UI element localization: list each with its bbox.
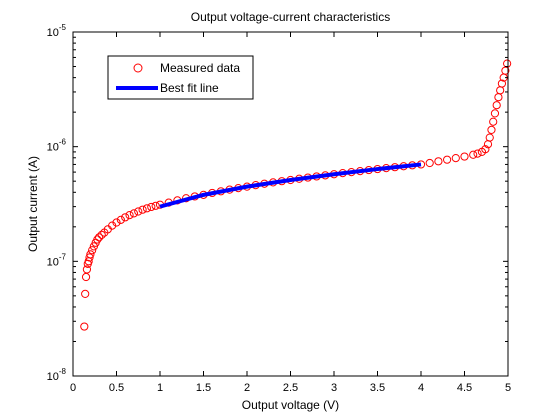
y-axis-label: Output current (A) xyxy=(26,156,40,252)
y-tick-label: 10-7 xyxy=(47,252,67,268)
data-point xyxy=(121,213,130,222)
x-tick-label: 4.5 xyxy=(457,382,472,394)
series-line-best-fit-line xyxy=(159,162,422,209)
data-point xyxy=(443,155,452,164)
data-point xyxy=(151,201,160,210)
data-point xyxy=(497,79,507,88)
x-tick-label: 4 xyxy=(418,382,424,394)
x-tick-label: 0 xyxy=(70,382,76,394)
data-point xyxy=(95,233,104,242)
data-point xyxy=(469,150,478,159)
y-tick-label: 10-6 xyxy=(47,138,67,154)
data-point xyxy=(134,207,143,216)
data-point xyxy=(492,101,501,110)
x-tick-label: 1 xyxy=(157,382,163,394)
legend: Measured data Best fit line xyxy=(107,55,254,100)
data-point xyxy=(142,204,152,213)
data-point xyxy=(489,117,498,126)
series-layer xyxy=(80,59,512,331)
x-tick-label: 1.5 xyxy=(196,382,211,394)
x-axis-label: Output voltage (V) xyxy=(242,398,339,412)
data-point xyxy=(80,322,89,331)
data-point xyxy=(460,152,469,161)
data-point xyxy=(97,230,106,240)
x-tick-label: 2 xyxy=(244,382,250,394)
data-point xyxy=(425,158,434,168)
x-tick-label: 2.5 xyxy=(283,382,298,394)
data-point xyxy=(147,202,156,212)
data-point xyxy=(503,59,512,68)
data-point xyxy=(473,149,482,158)
legend-label-best-fit: Best fit line xyxy=(160,81,219,95)
data-point xyxy=(481,145,490,154)
x-tick-label: 5 xyxy=(505,382,511,394)
data-point xyxy=(116,215,125,224)
data-point xyxy=(487,125,496,135)
data-point xyxy=(81,289,90,298)
data-point xyxy=(490,109,500,118)
y-tick-label: 10-8 xyxy=(47,367,67,383)
y-tick-label: 10-5 xyxy=(47,23,67,39)
chart-title: Output voltage-current characteristics xyxy=(191,10,390,24)
data-point xyxy=(82,265,92,274)
data-point xyxy=(434,157,443,166)
data-point xyxy=(125,211,134,220)
data-point xyxy=(93,235,102,244)
x-tick-label: 3.5 xyxy=(370,382,385,394)
data-point xyxy=(138,205,147,214)
legend-label-measured-data: Measured data xyxy=(160,61,240,75)
data-point xyxy=(112,218,121,227)
legend-box xyxy=(107,55,254,100)
x-tick-label: 0.5 xyxy=(109,382,124,394)
data-point xyxy=(88,246,97,255)
data-point xyxy=(451,153,460,163)
data-point xyxy=(129,209,138,218)
legend-marker-measured-data xyxy=(133,63,143,73)
data-point xyxy=(485,133,494,142)
x-tick-label: 3 xyxy=(331,382,337,394)
data-point xyxy=(85,253,94,262)
data-point xyxy=(86,250,95,259)
ticks-layer: 0 0.5 1 1.5 2 2.5 3 3.5 4 4.5 5 10-8 10-7 10-6 10-5 xyxy=(47,23,511,394)
